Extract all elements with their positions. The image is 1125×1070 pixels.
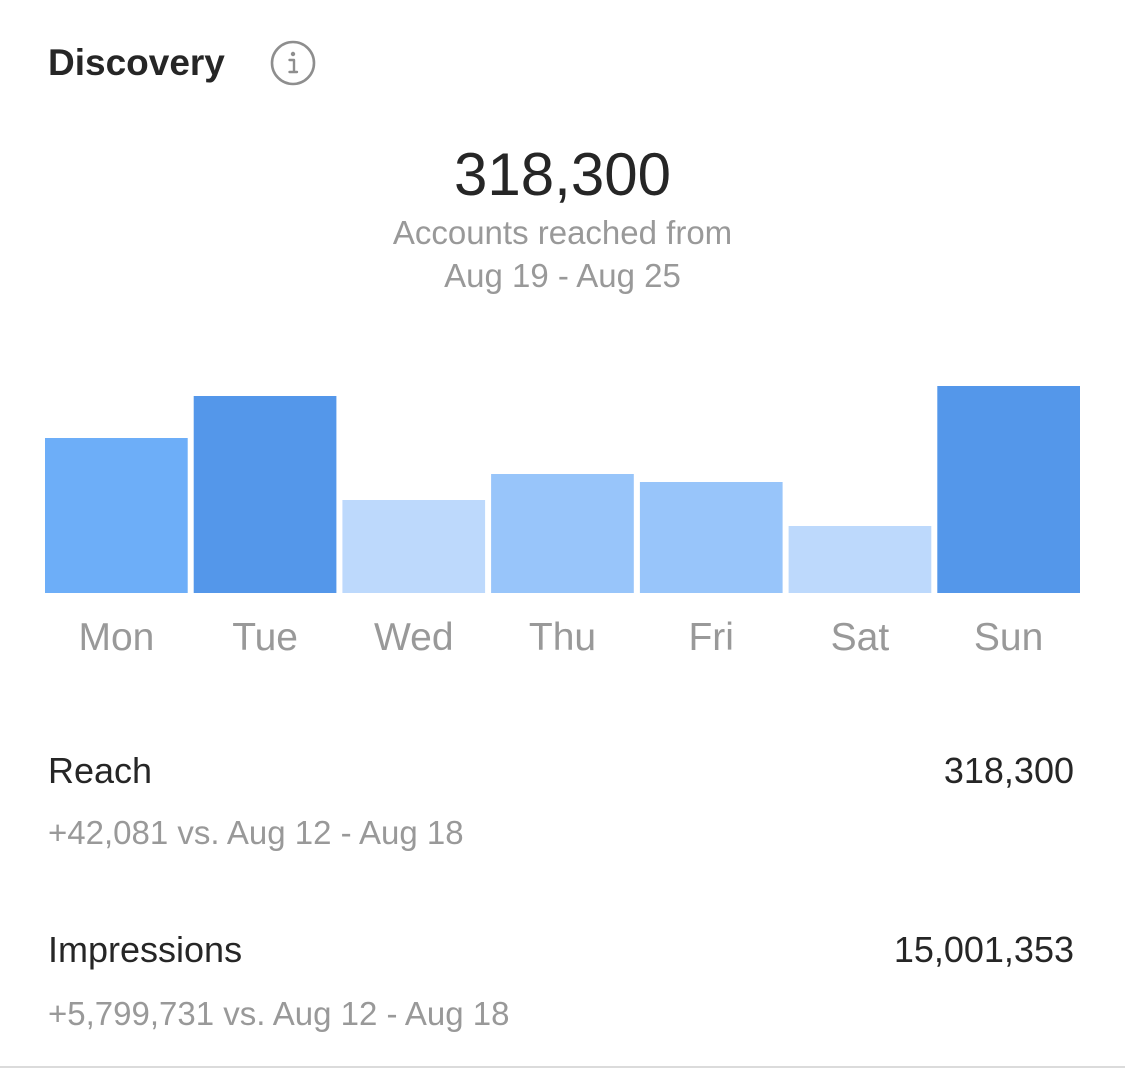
- accounts-reached-value: 318,300: [454, 141, 671, 208]
- bar-fri[interactable]: [639, 482, 783, 593]
- section-title: Discovery: [48, 42, 225, 83]
- reach-delta: +42,081 vs. Aug 12 - Aug 18: [48, 814, 464, 851]
- impressions-value: 15,001,353: [893, 929, 1074, 970]
- bar-sun[interactable]: [937, 386, 1080, 593]
- impressions-label: Impressions: [48, 929, 243, 970]
- reach-label: Reach: [48, 750, 153, 791]
- day-label-sun: Sun: [974, 616, 1043, 659]
- day-label-tue: Tue: [232, 616, 298, 659]
- info-icon[interactable]: [270, 40, 316, 86]
- accounts-reached-caption: Accounts reached from: [392, 214, 733, 251]
- bottom-divider: [0, 1066, 1125, 1068]
- day-label-mon: Mon: [78, 616, 154, 659]
- day-label-thu: Thu: [529, 616, 596, 659]
- daily-reach-bar-chart: Mon Tue Wed Thu Fri Sat Sun: [45, 386, 1080, 659]
- day-label-sat: Sat: [831, 616, 890, 659]
- day-label-wed: Wed: [374, 616, 454, 659]
- bar-sat[interactable]: [788, 526, 932, 593]
- impressions-delta: +5,799,731 vs. Aug 12 - Aug 18: [48, 995, 510, 1032]
- day-label-fri: Fri: [688, 616, 733, 659]
- bar-tue[interactable]: [193, 396, 337, 593]
- date-range: Aug 19 - Aug 25: [444, 257, 681, 294]
- bar-mon[interactable]: [45, 438, 188, 593]
- bar-wed[interactable]: [342, 500, 486, 593]
- bar-thu[interactable]: [491, 474, 634, 593]
- reach-value: 318,300: [943, 750, 1074, 791]
